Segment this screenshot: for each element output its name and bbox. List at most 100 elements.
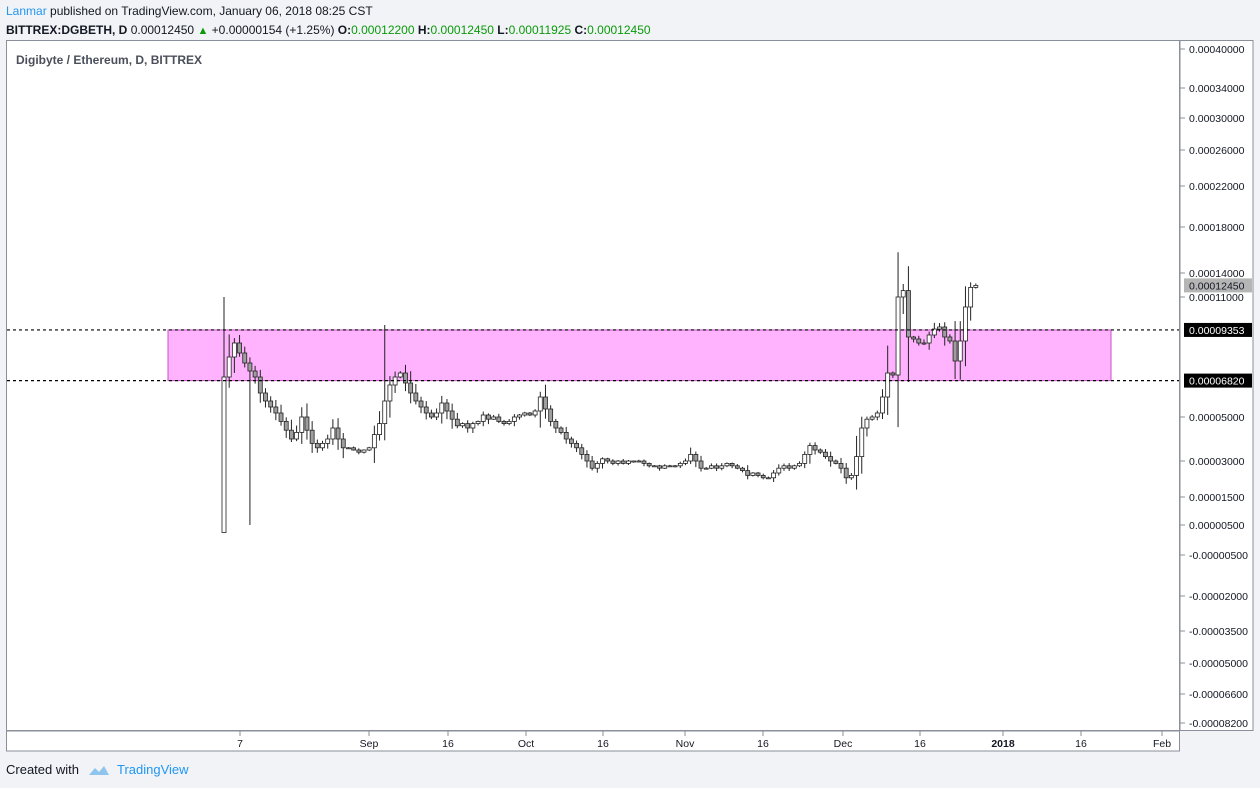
candle-body bbox=[776, 467, 782, 474]
candle-body bbox=[641, 460, 647, 464]
candle-body bbox=[382, 400, 388, 425]
candle-body bbox=[309, 429, 315, 444]
chart-area[interactable]: Digibyte / Ethereum, D, BITTREX 0.000400… bbox=[6, 40, 1254, 752]
y-tick-label: 0.00022000 bbox=[1189, 181, 1245, 193]
candle-body bbox=[506, 420, 512, 424]
candle-body bbox=[574, 442, 579, 449]
chart-title: Digibyte / Ethereum, D, BITTREX bbox=[16, 53, 202, 67]
y-tick-label: 0.00018000 bbox=[1189, 222, 1245, 234]
candle-body bbox=[942, 326, 948, 338]
candle-body bbox=[838, 462, 844, 469]
candle-body bbox=[734, 465, 740, 469]
x-tick-label: Sep bbox=[360, 738, 379, 750]
candle-body bbox=[916, 338, 922, 344]
candle-body bbox=[439, 402, 445, 414]
candle-body bbox=[688, 453, 694, 462]
candle-body bbox=[651, 465, 657, 468]
candle-body bbox=[522, 412, 528, 416]
y-tick-label: 0.00000500 bbox=[1189, 520, 1245, 532]
candle-body bbox=[797, 462, 802, 467]
candle-body bbox=[387, 384, 393, 402]
candle-body bbox=[828, 456, 834, 462]
candle-body bbox=[817, 449, 823, 453]
tradingview-link[interactable]: TradingView bbox=[116, 762, 189, 777]
close-value: 0.00012450 bbox=[587, 23, 651, 37]
x-tick-label: Oct bbox=[518, 738, 534, 750]
candle-body bbox=[511, 416, 517, 422]
candle-body bbox=[693, 453, 699, 462]
y-tick-label: -0.00006600 bbox=[1189, 689, 1248, 701]
candle-body bbox=[475, 420, 481, 424]
footer: Created with TradingView bbox=[6, 762, 189, 777]
candle-body bbox=[626, 460, 631, 464]
candle-body bbox=[403, 372, 408, 384]
candle-body bbox=[610, 460, 616, 464]
high-value: 0.00012450 bbox=[430, 23, 494, 37]
candle-body bbox=[698, 460, 704, 469]
resistance-price-label-bg bbox=[1184, 322, 1252, 337]
x-tick-label: Dec bbox=[834, 738, 853, 750]
open-value: 0.00012200 bbox=[351, 23, 415, 37]
candle-body bbox=[745, 470, 751, 476]
price-chart[interactable]: Digibyte / Ethereum, D, BITTREX 0.000400… bbox=[6, 40, 1254, 752]
candle-body bbox=[418, 400, 424, 408]
candle-body bbox=[537, 396, 543, 412]
candle-body bbox=[351, 447, 357, 451]
candle-body bbox=[289, 429, 294, 440]
candle-body bbox=[548, 408, 554, 422]
x-tick-label: 16 bbox=[914, 738, 926, 750]
candle-body bbox=[807, 445, 813, 455]
candle-body bbox=[963, 306, 968, 342]
candle-body bbox=[221, 376, 227, 533]
candle-body bbox=[465, 423, 471, 429]
low-value: 0.00011925 bbox=[508, 23, 572, 37]
support-price-label-bg bbox=[1184, 373, 1252, 388]
time-axis[interactable] bbox=[6, 730, 1180, 752]
close-label: C: bbox=[574, 23, 588, 37]
candle-body bbox=[973, 284, 979, 288]
high-label: H: bbox=[417, 23, 431, 37]
candle-body bbox=[294, 431, 299, 440]
candle-body bbox=[864, 418, 870, 429]
candle-body bbox=[320, 442, 325, 449]
candle-body bbox=[397, 372, 403, 378]
candle-body bbox=[460, 423, 465, 427]
candle-body bbox=[356, 449, 362, 453]
candle-body bbox=[812, 445, 818, 451]
last-price-label: 0.00012450 bbox=[1189, 280, 1245, 292]
change-value: +0.00000154 (+1.25%) bbox=[211, 23, 335, 37]
candle-body bbox=[657, 465, 662, 469]
open-label: O: bbox=[337, 23, 352, 37]
author-link[interactable]: Lanmar bbox=[6, 4, 47, 18]
candle-body bbox=[708, 465, 714, 469]
candle-body bbox=[449, 410, 455, 420]
candle-body bbox=[413, 392, 419, 402]
candle-body bbox=[921, 342, 927, 345]
resistance-price-label: 0.00009353 bbox=[1189, 325, 1245, 337]
candle-body bbox=[257, 376, 263, 394]
y-tick-label: -0.00008200 bbox=[1189, 718, 1248, 730]
candle-body bbox=[226, 356, 232, 378]
candle-body bbox=[729, 462, 735, 467]
plot-frame bbox=[6, 40, 1180, 731]
candle-body bbox=[766, 477, 771, 480]
candle-body bbox=[278, 412, 284, 422]
candle-body bbox=[906, 290, 911, 338]
candle-body bbox=[268, 400, 274, 408]
candle-body bbox=[890, 372, 896, 376]
candle-body bbox=[823, 451, 828, 458]
candle-body bbox=[895, 296, 901, 376]
y-tick-label: -0.00002000 bbox=[1189, 591, 1248, 603]
candle-body bbox=[579, 447, 585, 455]
candle-body bbox=[263, 392, 268, 402]
candle-body bbox=[947, 336, 953, 342]
candle-body bbox=[454, 418, 460, 427]
candle-body bbox=[791, 465, 797, 469]
candle-body bbox=[631, 460, 637, 463]
candle-body bbox=[434, 412, 439, 418]
candle-body bbox=[843, 467, 849, 479]
up-arrow-icon: ▲ bbox=[197, 25, 209, 37]
candle-body bbox=[408, 382, 414, 394]
candle-body bbox=[325, 438, 331, 444]
candle-body bbox=[231, 342, 237, 358]
